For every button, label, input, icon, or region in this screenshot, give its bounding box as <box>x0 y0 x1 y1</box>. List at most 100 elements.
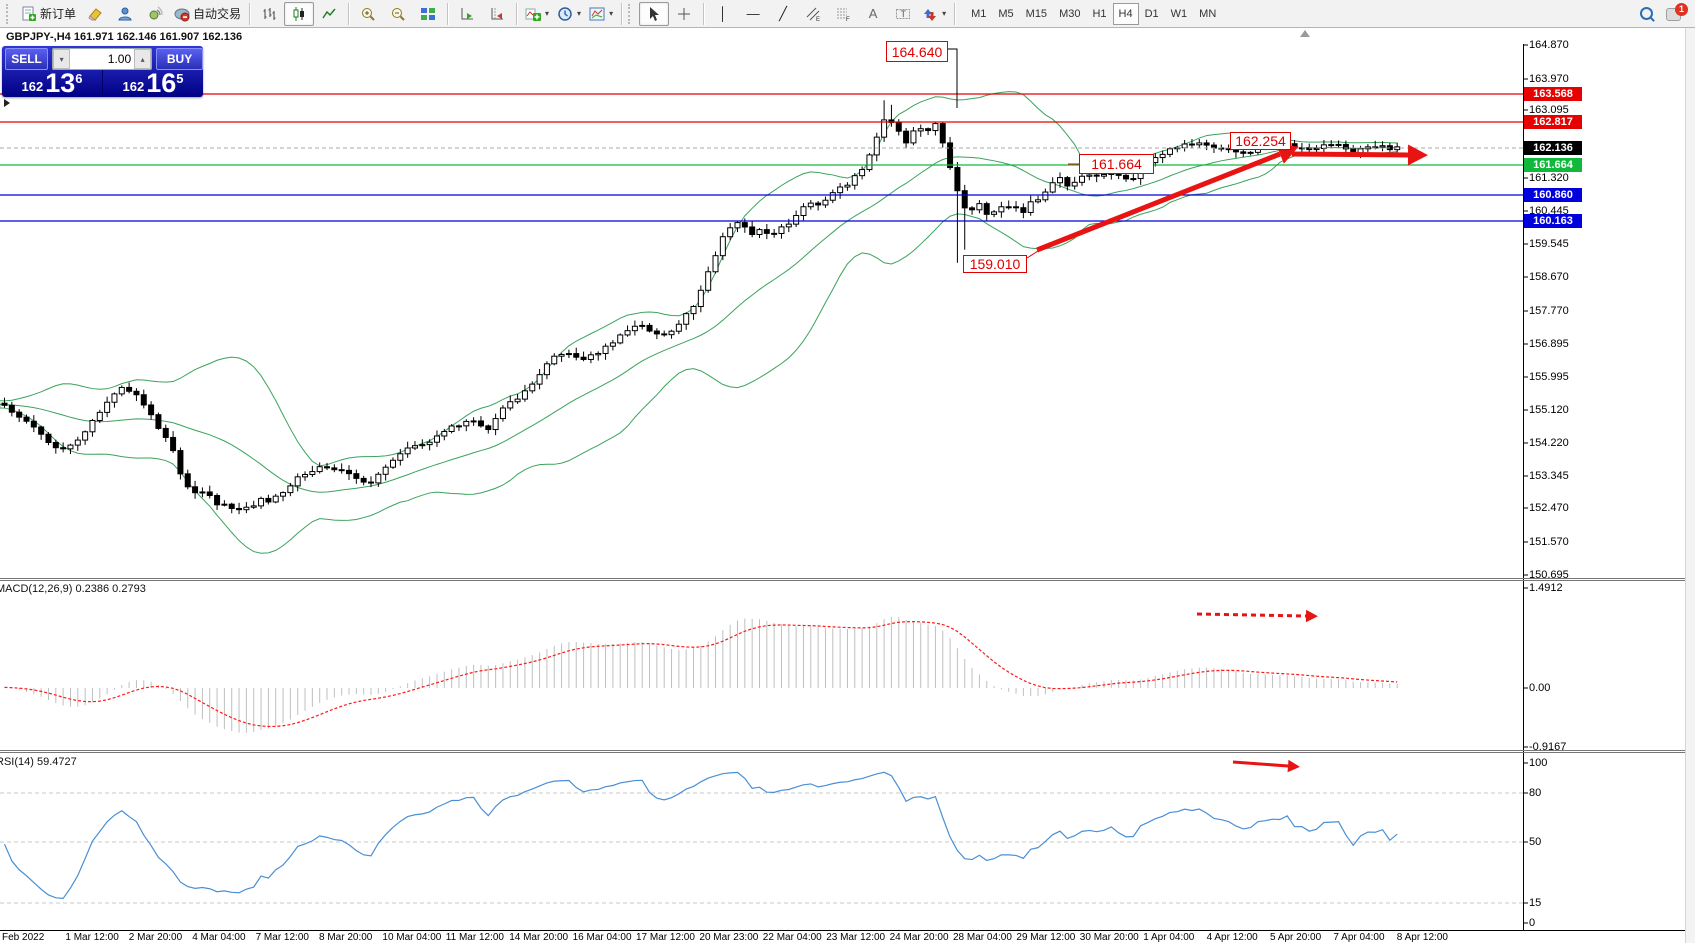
periods-caret: ▾ <box>577 9 582 18</box>
zoom-out-button[interactable] <box>383 2 413 26</box>
crosshair-button[interactable] <box>669 2 699 26</box>
chart-shift-button[interactable] <box>482 2 512 26</box>
toolbar-drag-handle[interactable] <box>6 3 13 24</box>
timeframe-button-m30[interactable]: M30 <box>1059 7 1081 20</box>
price-tick-label: 164.870 <box>1529 39 1569 51</box>
horizontal-line-button[interactable]: — <box>738 2 768 26</box>
pane-separator[interactable] <box>0 750 1695 751</box>
horizontal-line-icon: — <box>746 6 760 21</box>
crosshair-icon <box>676 6 692 22</box>
price-tick-label: 156.895 <box>1529 338 1569 350</box>
volume-input[interactable] <box>70 51 135 67</box>
sell-price-pip: 6 <box>75 71 83 86</box>
volume-decrease-button[interactable]: ▾ <box>53 49 71 69</box>
svg-text:F: F <box>846 17 850 22</box>
toolbar-drag-handle[interactable] <box>628 3 635 24</box>
scroll-to-end-marker[interactable] <box>1300 30 1310 37</box>
buy-price[interactable]: 162 16 5 <box>103 68 203 98</box>
arrows-caret: ▾ <box>942 9 947 18</box>
line-chart-button[interactable] <box>314 2 344 26</box>
annotation-price-box[interactable]: 162.254 <box>1230 132 1291 150</box>
timeframe-button-h4[interactable]: H4 <box>1112 2 1139 25</box>
annotation-price-box[interactable]: 161.664 <box>1079 154 1154 174</box>
zoom-in-button[interactable] <box>353 2 383 26</box>
timeline-label: 4 Apr 12:00 <box>1206 932 1258 943</box>
equidistant-channel-icon: E <box>805 6 821 22</box>
new-order-label: 新订单 <box>40 7 77 21</box>
tile-windows-button[interactable] <box>413 2 443 26</box>
text-label-icon: T <box>895 6 911 22</box>
price-tick-label: 151.570 <box>1529 536 1569 548</box>
timeframe-button-mn[interactable]: MN <box>1199 7 1217 20</box>
signals-icon <box>147 5 163 22</box>
window-scrollbar[interactable] <box>1685 28 1695 943</box>
sell-button[interactable]: SELL <box>5 48 49 70</box>
price-badge: 162.136 <box>1524 141 1582 155</box>
rsi-label: RSI(14) 59.4727 <box>0 756 77 768</box>
timeframe-button-w1[interactable]: W1 <box>1170 7 1188 20</box>
time-axis-divider <box>0 930 1695 931</box>
one-click-collapse-arrow[interactable] <box>4 99 10 107</box>
annotation-price-box[interactable]: 164.640 <box>886 41 948 62</box>
svg-text:E: E <box>816 17 820 22</box>
timeframe-toolbar: M1 M5 M15 M30 H1 H4 D1 W1 MN <box>965 2 1222 25</box>
price-axis-divider <box>1523 44 1524 930</box>
auto-scroll-button[interactable] <box>452 2 482 26</box>
pane-separator[interactable] <box>0 578 1695 579</box>
price-badge: 160.860 <box>1524 188 1582 202</box>
periods-button[interactable]: ▾ <box>553 2 585 26</box>
equidistant-channel-button[interactable]: E <box>798 2 828 26</box>
timeframe-button-h1[interactable]: H1 <box>1092 7 1107 20</box>
vertical-line-button[interactable]: │ <box>708 2 738 26</box>
new-order-button[interactable]: 新订单 <box>17 2 80 26</box>
sell-price-big: 13 <box>45 68 76 98</box>
cursor-button[interactable] <box>639 1 670 26</box>
buy-price-big: 16 <box>146 68 177 98</box>
buy-button[interactable]: BUY <box>156 48 203 70</box>
candlestick-chart-button[interactable] <box>284 1 315 26</box>
text-label-button[interactable]: T <box>888 2 918 26</box>
price-tick-label: 163.095 <box>1529 104 1569 116</box>
templates-button[interactable]: ▾ <box>585 2 617 26</box>
autotrading-button[interactable]: 自动交易 <box>170 2 245 26</box>
profiles-button[interactable] <box>110 2 140 26</box>
timeframe-button-m15[interactable]: M15 <box>1025 7 1048 20</box>
timeline-label: 1 Mar 12:00 <box>65 932 119 943</box>
timeline-label: 23 Mar 12:00 <box>826 932 886 943</box>
chart-title: GBPJPY-,H4 161.971 162.146 161.907 162.1… <box>6 31 243 43</box>
timeline-label: 16 Mar 04:00 <box>572 932 632 943</box>
chart-shift-icon <box>489 6 505 22</box>
macd-tick-label: 1.4912 <box>1529 582 1563 594</box>
timeline-label: 10 Mar 04:00 <box>382 932 442 943</box>
timeline-label: Feb 2022 <box>2 932 45 943</box>
timeframe-button-d1[interactable]: D1 <box>1144 7 1159 20</box>
price-tick-label: 159.545 <box>1529 238 1569 250</box>
text-button[interactable]: A <box>858 2 888 26</box>
fibonacci-button[interactable]: F <box>828 2 858 26</box>
new-order-icon <box>21 6 37 22</box>
timeline-label: 29 Mar 12:00 <box>1016 932 1076 943</box>
timeframe-button-m5[interactable]: M5 <box>998 7 1014 20</box>
price-badge: 160.163 <box>1524 214 1582 228</box>
volume-increase-button[interactable]: ▴ <box>134 49 152 69</box>
bar-chart-button[interactable] <box>254 2 284 26</box>
zoom-in-icon <box>360 6 376 22</box>
price-badge: 162.817 <box>1524 115 1582 129</box>
trendline-button[interactable]: ╱ <box>768 2 798 26</box>
signals-button[interactable] <box>140 2 170 26</box>
arrows-button[interactable]: ▾ <box>918 2 950 26</box>
notifications-button[interactable]: 1 <box>1661 2 1691 26</box>
timeline-label: 4 Mar 04:00 <box>192 932 246 943</box>
indicators-button[interactable]: ▾ <box>521 2 553 26</box>
timeframe-button-m1[interactable]: M1 <box>971 7 987 20</box>
text-icon: A <box>868 6 878 21</box>
trendline-icon: ╱ <box>779 6 787 21</box>
search-button[interactable] <box>1631 2 1661 26</box>
toolbar-separator <box>516 2 518 25</box>
sell-price[interactable]: 162 13 6 <box>2 68 102 98</box>
annotation-price-box[interactable]: 159.010 <box>963 255 1027 273</box>
search-icon <box>1639 7 1653 20</box>
eraser-button[interactable] <box>80 2 110 26</box>
fibonacci-icon: F <box>835 6 851 22</box>
